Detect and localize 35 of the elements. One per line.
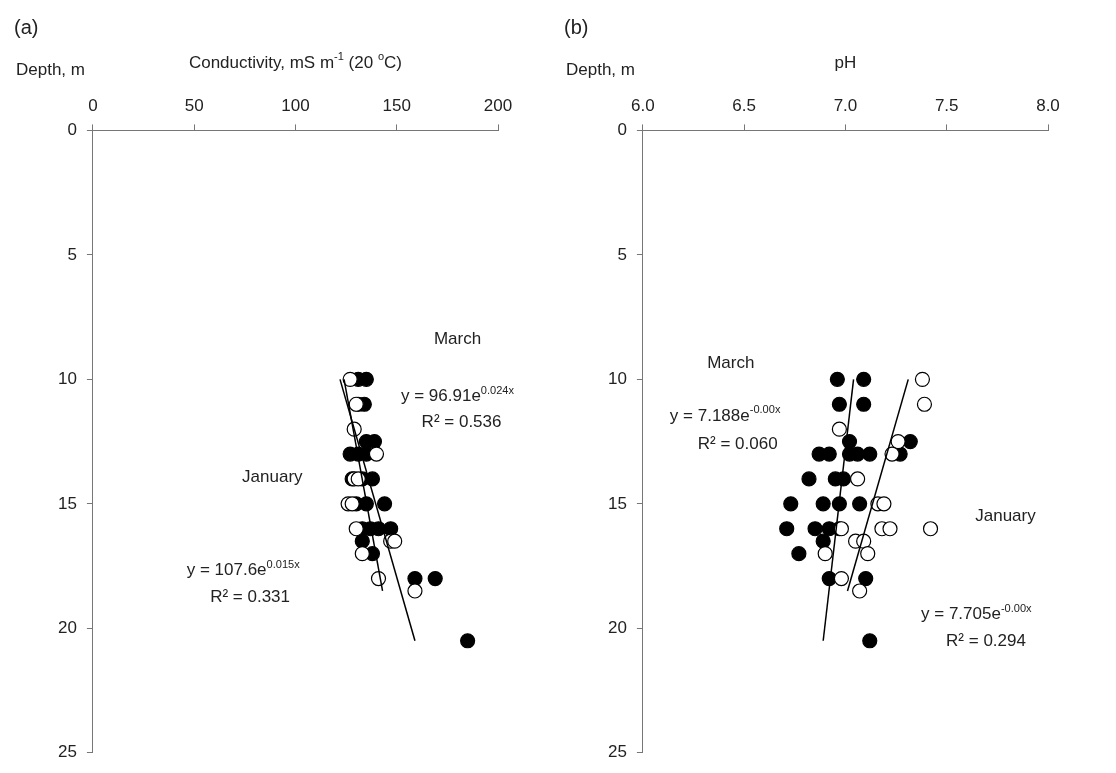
annotation: R² = 0.331: [210, 586, 291, 606]
y-tick-label: 20: [607, 618, 627, 638]
y-tick-label: 5: [617, 244, 627, 264]
annotation: R² = 0.060: [697, 433, 778, 453]
x-tick-label: 6.0: [631, 95, 655, 115]
x-tick-label: 8.0: [1036, 95, 1060, 115]
annotation: January: [975, 505, 1037, 525]
y-tick-label: 10: [607, 369, 627, 389]
annotation: January: [242, 466, 304, 486]
y-axis-title: Depth, m: [566, 59, 635, 79]
y-tick-label: 5: [67, 244, 77, 264]
x-tick-label: 7.5: [934, 95, 959, 115]
y-tick-label: 0: [67, 120, 77, 140]
x-axis-title: pH: [834, 52, 857, 72]
x-tick-label: 100: [281, 95, 310, 115]
x-tick-label: 0: [88, 95, 98, 115]
y-tick-label: 10: [57, 369, 77, 389]
annotation: R² = 0.294: [946, 631, 1026, 651]
x-tick-label: 150: [382, 95, 411, 115]
y-tick-label: 25: [607, 742, 627, 762]
y-tick-label: 15: [57, 493, 77, 513]
y-tick-label: 0: [617, 120, 627, 140]
y-tick-label: 20: [57, 618, 77, 638]
annotation: March: [433, 328, 482, 348]
annotation: March: [707, 353, 755, 373]
chart-title: (a): [14, 15, 39, 38]
y-axis-title: Depth, m: [16, 59, 85, 79]
x-tick-label: 7.0: [833, 95, 858, 115]
x-tick-label: 200: [483, 95, 513, 115]
y-tick-label: 25: [57, 742, 77, 762]
annotation: R² = 0.536: [421, 411, 502, 431]
x-tick-label: 50: [184, 95, 204, 115]
chart-title: (b): [564, 15, 589, 38]
y-tick-label: 15: [607, 493, 627, 513]
x-tick-label: 6.5: [732, 95, 756, 115]
